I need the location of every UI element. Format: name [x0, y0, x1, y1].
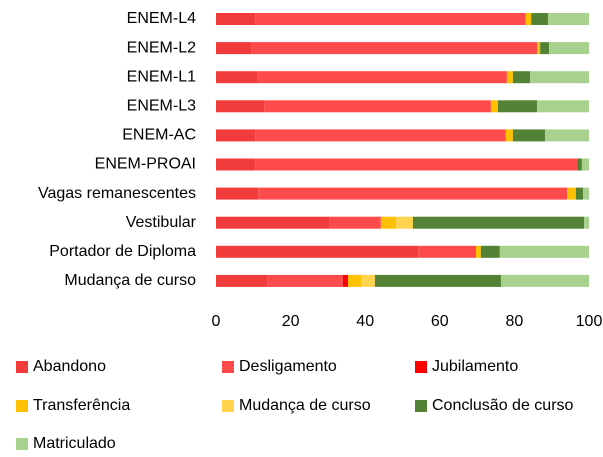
- bar-segment: [497, 100, 538, 113]
- legend-label: Abandono: [33, 358, 106, 375]
- bar-segment: [216, 71, 258, 84]
- x-tick-label: 0: [212, 313, 221, 330]
- legend-swatch: [415, 361, 427, 373]
- bar-segment: [216, 42, 252, 55]
- bar-segment: [251, 42, 538, 55]
- bar-segment: [537, 100, 589, 113]
- bar-segment: [547, 13, 589, 25]
- bar-segment: [480, 245, 500, 258]
- bar-segment: [348, 274, 362, 287]
- y-tick-label: ENEM-PROAI: [95, 156, 196, 173]
- bar-segment: [530, 71, 589, 84]
- x-tick-label: 80: [506, 313, 524, 330]
- y-tick-label: ENEM-L4: [127, 10, 196, 27]
- legend-swatch: [16, 400, 28, 412]
- bar-segment: [361, 274, 375, 287]
- bar-segment: [525, 13, 532, 25]
- bar-segment: [255, 158, 578, 171]
- y-tick-label: ENEM-L3: [127, 98, 196, 115]
- bar-segment: [374, 274, 501, 287]
- bar-segment: [549, 42, 589, 55]
- y-tick-label: ENEM-L1: [127, 68, 196, 85]
- legend-label: Transferência: [33, 397, 130, 414]
- bar-segment: [506, 71, 513, 84]
- legend-label: Matriculado: [33, 435, 116, 452]
- bar-segment: [216, 187, 259, 200]
- bar-segment: [216, 274, 268, 287]
- legend-swatch: [415, 400, 427, 412]
- bar-segment: [544, 129, 589, 142]
- bar-segment: [216, 100, 265, 113]
- legend-swatch: [16, 361, 28, 373]
- bar-segment: [581, 158, 589, 171]
- x-tick-label: 20: [282, 313, 300, 330]
- bar-segment: [490, 100, 498, 113]
- bar-segment: [412, 216, 585, 229]
- bar-segment: [216, 216, 330, 229]
- y-tick-label: ENEM-L2: [127, 39, 196, 56]
- bar-segment: [540, 42, 550, 55]
- bar-segment: [512, 129, 545, 142]
- bar-segment: [583, 187, 589, 200]
- legend-label: Jubilamento: [432, 358, 518, 375]
- bar-segment: [257, 71, 507, 84]
- legend-swatch: [222, 400, 234, 412]
- y-tick-label: Mudança de curso: [64, 272, 196, 289]
- bar-segment: [255, 129, 506, 142]
- bar-segment: [216, 13, 256, 25]
- bar-segment: [531, 13, 548, 25]
- bar-segment: [255, 13, 526, 25]
- bar-segment: [396, 216, 413, 229]
- bar-segment: [584, 216, 589, 229]
- bar-segment: [418, 245, 476, 258]
- bar-segment: [537, 42, 541, 55]
- x-tick-label: 100: [576, 313, 603, 330]
- y-tick-label: ENEM-AC: [122, 127, 196, 144]
- legend-swatch: [16, 438, 28, 450]
- bar-segment: [512, 71, 531, 84]
- legend-swatch: [222, 361, 234, 373]
- y-tick-label: Vestibular: [126, 214, 197, 231]
- legend-label: Conclusão de curso: [432, 397, 574, 414]
- bar-segment: [329, 216, 381, 229]
- bar-segment: [500, 274, 589, 287]
- bar-segment: [342, 274, 349, 287]
- bar-segment: [505, 129, 513, 142]
- legend-label: Desligamento: [239, 358, 337, 375]
- legend-label: Mudança de curso: [239, 397, 371, 414]
- bar-segment: [575, 187, 584, 200]
- bar-segment: [380, 216, 397, 229]
- bar-segment: [216, 158, 256, 171]
- y-tick-label: Vagas remanescentes: [38, 185, 196, 202]
- bar-segment: [267, 274, 343, 287]
- x-tick-label: 40: [356, 313, 374, 330]
- bar-segment: [264, 100, 491, 113]
- bar-segment: [475, 245, 481, 258]
- bar-segment: [566, 187, 576, 200]
- x-tick-label: 60: [431, 313, 449, 330]
- bar-segment: [499, 245, 589, 258]
- bar-segment: [258, 187, 567, 200]
- bar-segment: [216, 245, 419, 258]
- bar-segment: [216, 129, 256, 142]
- bar-segment: [577, 158, 582, 171]
- y-tick-label: Portador de Diploma: [49, 243, 196, 260]
